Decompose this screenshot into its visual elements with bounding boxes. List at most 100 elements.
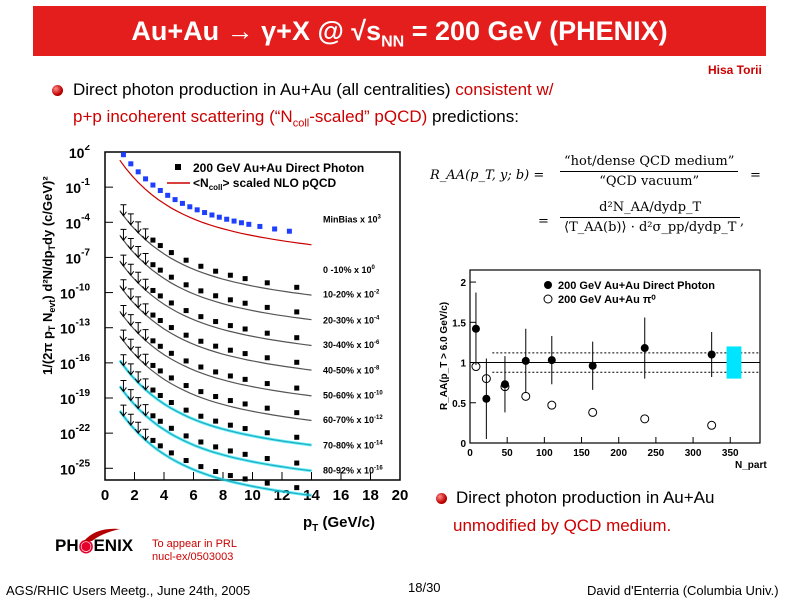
arxiv-note: nucl-ex/0503003 [152, 551, 234, 563]
data-point [165, 192, 171, 198]
data-point [150, 287, 156, 293]
data-point [227, 373, 233, 379]
x-tick-label: 0 [467, 448, 473, 459]
data-point [168, 400, 174, 406]
series-label: 10-20% x 10-2 [323, 290, 380, 300]
data-point [264, 355, 270, 361]
data-point [242, 351, 248, 357]
data-point [183, 257, 189, 263]
pi0-point [640, 414, 650, 424]
data-point [242, 300, 248, 306]
x-tick-label: 16 [333, 487, 350, 504]
upper-limit-arrow [120, 354, 127, 367]
data-point [194, 207, 200, 213]
data-point [198, 464, 204, 470]
plot-frame [469, 269, 761, 444]
pi0-point [588, 407, 598, 417]
data-point [294, 359, 300, 365]
data-point [179, 200, 185, 206]
data-point [294, 335, 300, 341]
prl-note: To appear in PRL [152, 538, 237, 550]
y-tick-label: 10-10 [60, 283, 90, 302]
footer-meeting: AGS/RHIC Users Meetg., June 24th, 2005 [6, 583, 251, 598]
upper-limit-arrow [127, 237, 135, 251]
x-tick-label: 50 [502, 448, 514, 459]
data-point [264, 280, 270, 286]
photon-point [471, 324, 480, 333]
data-point [238, 220, 244, 226]
data-point [183, 282, 189, 288]
bullet-icon [52, 85, 63, 96]
data-point [242, 476, 248, 482]
data-point [213, 469, 219, 475]
data-point [157, 243, 163, 249]
data-point [183, 458, 189, 464]
nlo-band [118, 385, 312, 473]
phenix-wing-icon [84, 528, 120, 541]
data-point [157, 293, 163, 299]
data-point [213, 394, 219, 400]
data-point [257, 223, 263, 229]
series-label: 30-40% x 10-6 [323, 340, 380, 350]
x-tick-label: 20 [392, 487, 409, 504]
slide-title: Au+Au → γ+X @ √sNN = 200 GeV (PHENIX) [131, 16, 668, 51]
pi0-point [707, 420, 717, 430]
photon-point [707, 350, 716, 359]
nlo-curve [119, 234, 312, 321]
upper-limit-arrow [120, 279, 127, 292]
legend-marker [543, 294, 553, 304]
data-point [294, 410, 300, 416]
bullet2-line2: unmodified by QCD medium. [453, 516, 672, 535]
data-point [264, 405, 270, 411]
upper-limit-arrow [142, 228, 149, 241]
data-point [198, 338, 204, 344]
upper-limit-arrow [127, 288, 135, 301]
upper-limit-arrow [142, 329, 149, 342]
y-tick-label: 0 [460, 439, 466, 450]
pi0-point [547, 400, 557, 410]
photon-point [500, 380, 509, 389]
footer-page-number: 18/30 [408, 580, 441, 595]
upper-limit-arrow [134, 322, 142, 335]
data-point [198, 314, 204, 320]
data-point [242, 276, 248, 282]
legend-entry: 200 GeV Au+Au Direct Photon [558, 280, 715, 292]
upper-limit-arrow [134, 296, 142, 309]
data-point [128, 161, 134, 167]
data-point [264, 430, 270, 436]
upper-limit-arrow [127, 389, 135, 402]
upper-limit-arrow [120, 329, 127, 342]
photon-point [482, 394, 491, 403]
x-tick-label: 350 [722, 448, 739, 459]
y-tick-label: 0.5 [452, 399, 466, 410]
data-point [213, 268, 219, 274]
data-point [150, 237, 156, 243]
data-point [209, 212, 215, 218]
data-point [157, 443, 163, 449]
data-point [264, 330, 270, 336]
upper-limit-arrow [142, 428, 149, 442]
upper-limit-arrow [134, 397, 142, 410]
nlo-curve [119, 159, 312, 246]
y-tick-label: 10-13 [60, 318, 90, 337]
data-point [213, 293, 219, 299]
x-tick-label: 10 [244, 487, 261, 504]
data-point [264, 381, 270, 387]
upper-limit-arrow [127, 413, 135, 427]
author-name: Hisa Torii [708, 63, 762, 77]
x-tick-label: 150 [573, 448, 590, 459]
data-point [227, 297, 233, 303]
data-point [150, 312, 156, 318]
data-point [120, 152, 126, 158]
x-tick-label: 2 [130, 487, 138, 504]
data-point [150, 362, 156, 368]
data-point [150, 182, 156, 188]
y-axis-label: R_AA(p_T > 6.0 GeV/c) [439, 302, 450, 410]
bullet2-line1: Direct photon production in Au+Au [456, 488, 715, 507]
data-point [231, 218, 237, 224]
data-point [168, 350, 174, 356]
series-label: 70-80% x 10-14 [323, 441, 383, 451]
nlo-curve [119, 210, 312, 296]
legend-marker [175, 164, 181, 170]
